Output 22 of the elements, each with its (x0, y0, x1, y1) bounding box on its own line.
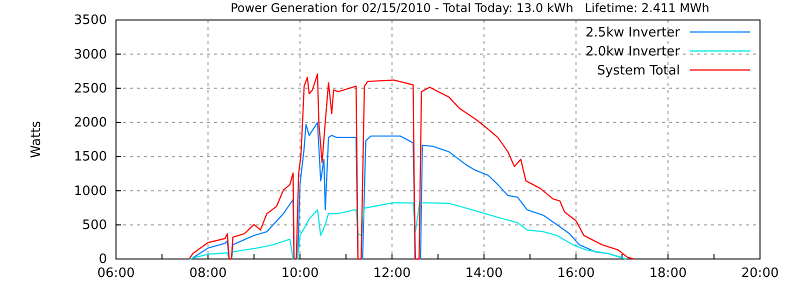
legend-label: System Total (597, 64, 680, 79)
x-tick-label: 12:00 (373, 266, 411, 282)
y-tick-label: 3500 (74, 13, 107, 28)
chart-title: Power Generation for 02/15/2010 - Total Today: 13.0 kWh Lifetime: 2.411 MWh (230, 1, 710, 15)
x-tick-label: 08:00 (189, 266, 227, 282)
y-tick-label: 1000 (74, 184, 107, 199)
y-tick-label: 1500 (74, 150, 107, 165)
legend-label: 2.5kw Inverter (585, 26, 681, 41)
x-tick-label: 18:00 (649, 266, 687, 282)
y-tick-label: 500 (82, 218, 107, 234)
legend-label: 2.0kw Inverter (585, 44, 681, 60)
y-axis-title: Watts (29, 120, 44, 158)
y-tick-label: 2000 (74, 116, 107, 131)
x-tick-label: 10:00 (281, 266, 319, 282)
line-series (188, 202, 627, 260)
y-tick-label: 3000 (74, 47, 107, 62)
x-tick-label: 16:00 (557, 266, 595, 282)
x-tick-label: 06:00 (97, 266, 135, 282)
y-tick-label: 2500 (74, 81, 107, 96)
y-tick-label: 0 (98, 252, 107, 268)
x-tick-label: 14:00 (465, 266, 503, 282)
x-tick-label: 20:00 (741, 266, 779, 282)
